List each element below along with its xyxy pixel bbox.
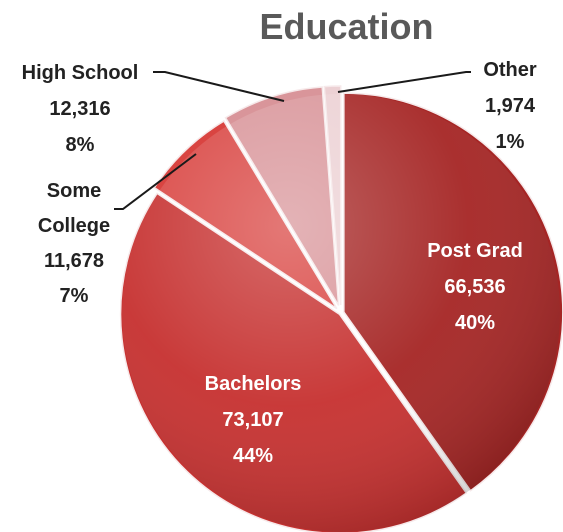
leader-line-other: [337, 71, 471, 93]
label-bachelors-line-3: 44%: [233, 445, 273, 467]
label-some-college-line-3: 11,678: [44, 250, 104, 272]
label-high-school-line-1: High School: [22, 62, 139, 84]
label-high-school-line-2: 12,316: [49, 98, 110, 120]
label-some-college-line-1: Some: [47, 180, 101, 202]
label-post-grad-line-1: Post Grad: [427, 240, 523, 262]
label-some-college-line-2: College: [38, 215, 110, 237]
label-post-grad-line-3: 40%: [455, 312, 495, 334]
label-post-grad-line-2: 66,536: [444, 276, 505, 298]
leader-line-high-school: [153, 71, 285, 102]
label-bachelors-line-2: 73,107: [222, 409, 283, 431]
label-other-line-1: Other: [483, 59, 537, 81]
label-bachelors-line-1: Bachelors: [205, 373, 302, 395]
leader-line-some-college: [114, 153, 197, 210]
label-other-line-2: 1,974: [485, 95, 536, 117]
label-other-line-3: 1%: [496, 131, 525, 153]
label-some-college-line-4: 7%: [60, 285, 89, 307]
label-high-school-line-3: 8%: [66, 134, 95, 156]
